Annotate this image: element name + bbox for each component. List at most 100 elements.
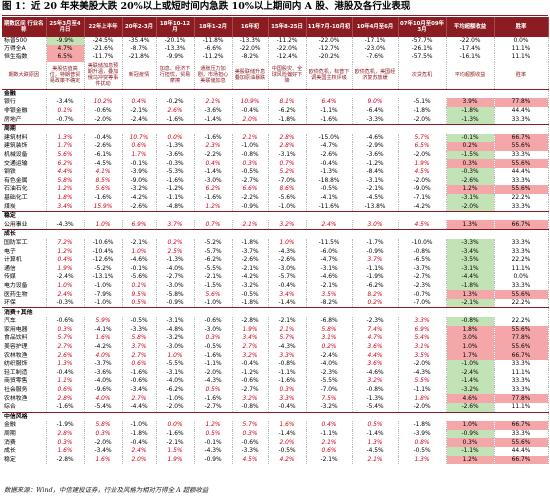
value-cell: 0.5% — [194, 429, 233, 439]
table-row: 食品饮料 5.7% 1.6% 5.8% -3.2% 0.3% 3.4% 5.7% 3.1% 4.7… — [2, 334, 549, 343]
value-cell: -0.3% — [446, 167, 495, 177]
value-cell: -2.1% — [194, 273, 233, 282]
value-cell: 22.2% — [494, 255, 549, 265]
value-cell: 1.2% — [446, 455, 495, 465]
value-cell: 2.8% — [268, 133, 307, 143]
value-cell: 3.6% — [352, 359, 399, 369]
value-cell: 22.2% — [494, 193, 549, 203]
value-cell: -2.1% — [122, 238, 157, 248]
value-cell: 55.6% — [494, 142, 549, 151]
table-row: 成长 1.6% -3.4% 2.4% 1.5% -4.3% -3.3% -0.5% 0.6% -4… — [2, 446, 549, 456]
table-row: 美容护理 2.7% -4.2% 3.7% -3.0% -0.5% 2.7% -4.3% 0.2%… — [2, 342, 549, 352]
value-cell: -3.1% — [352, 176, 399, 186]
value-cell: 7.5% — [306, 394, 353, 403]
value-cell: -4.5% — [352, 193, 399, 203]
value-cell: -1.8% — [232, 298, 269, 308]
value-cell: 33.3% — [494, 385, 549, 395]
value-cell: -3.7% — [232, 247, 269, 256]
header-cell: 10年4月至6月 — [352, 17, 399, 37]
value-cell: 1.0% — [446, 342, 495, 352]
index-value: -12.7% — [306, 45, 353, 54]
value-cell: -4.4% — [122, 402, 157, 413]
value-cell: -3.4% — [46, 98, 85, 107]
value-cell: 2.0% — [268, 438, 307, 447]
value-cell: -2.1% — [268, 317, 307, 326]
table-row: 非银金融 0.1% -0.6% -2.1% 2.6% -3.6% -0.4% -6.2% -1.… — [2, 106, 549, 116]
header-cell: 20年2-3月 — [122, 17, 157, 37]
value-cell: -3.2% — [122, 185, 157, 194]
value-cell: -2.0% — [398, 115, 447, 125]
reason-cell: 通胀压力加剧，市场担心美联储加息 — [194, 61, 233, 90]
value-cell: -0.7% — [398, 290, 447, 299]
value-cell: 1.3% — [352, 438, 399, 447]
value-cell: -3.1% — [306, 264, 353, 274]
value-cell: 5.7% — [232, 421, 269, 430]
value-cell: 66.7% — [494, 351, 549, 360]
value-cell: -1.3% — [352, 394, 399, 403]
value-cell: 0.2% — [446, 142, 495, 151]
value-cell: 2.4% — [122, 446, 157, 456]
value-cell: -3.9% — [122, 167, 157, 177]
value-cell: -2.1% — [156, 438, 195, 447]
value-cell: -0.5% — [232, 167, 269, 177]
value-cell: 5.7% — [268, 334, 307, 343]
value-cell: 3.0% — [352, 220, 399, 230]
value-cell: -1.3% — [156, 255, 195, 265]
index-value: -13.3% — [232, 37, 269, 46]
section-header: 稳定 — [2, 210, 549, 221]
industry-name: 传媒 — [2, 273, 47, 282]
section-header: 中信风格 — [2, 411, 549, 422]
value-cell: -3.2% — [156, 334, 195, 343]
value-cell: -7.1% — [398, 193, 447, 203]
value-cell: 4.1% — [84, 167, 123, 177]
value-cell: 2.7% — [46, 342, 85, 352]
value-cell: 7.4% — [352, 325, 399, 335]
value-cell: 3.0% — [446, 334, 495, 343]
value-cell: 9.0% — [352, 98, 399, 107]
value-cell: 0.3% — [194, 334, 233, 343]
value-cell: 44.4% — [494, 167, 549, 177]
value-cell: -0.9% — [232, 202, 269, 212]
value-cell: 6.2% — [46, 159, 85, 168]
value-cell: -4.3% — [398, 368, 447, 378]
value-cell: -7.0% — [306, 385, 353, 395]
value-cell: -0.1% — [122, 159, 157, 168]
value-cell: 1.8% — [46, 193, 85, 203]
index-value: -6.6% — [194, 45, 233, 54]
section-header: 周期 — [2, 123, 549, 134]
value-cell: -4.3% — [268, 247, 307, 256]
table-row: 电力设备 1.0% -1.0% 0.1% -3.0% -1.5% -3.2% -0.4% -2.… — [2, 281, 549, 291]
value-cell: 55.6% — [494, 159, 549, 168]
value-cell: -1.1% — [306, 429, 353, 439]
value-cell: -1.1% — [446, 446, 495, 456]
value-cell: -1.6% — [194, 193, 233, 203]
value-cell: 5.8% — [122, 334, 157, 343]
index-value: 11.1% — [494, 53, 549, 62]
value-cell: 10.2% — [84, 98, 123, 107]
value-cell: 1.0% — [122, 247, 157, 256]
value-cell: -2.0% — [84, 438, 123, 447]
section-name: 成长 — [2, 229, 549, 239]
value-cell: 3.2% — [232, 351, 269, 360]
table-row: 有色金属 5.8% 8.5% -9.0% -1.6% -3.0% -2.7% -7.0% -18… — [2, 176, 549, 186]
value-cell: 4.0% — [84, 351, 123, 360]
value-cell: -4.5% — [352, 446, 399, 456]
value-cell: -1.3% — [446, 115, 495, 125]
index-value: 6.5% — [46, 53, 85, 62]
value-cell: -3.6% — [84, 368, 123, 378]
value-cell: 3.1% — [306, 334, 353, 343]
value-cell: -1.6% — [46, 402, 85, 413]
value-cell: -2.0% — [84, 115, 123, 125]
value-cell: -3.6% — [352, 150, 399, 160]
value-cell: -4.0% — [84, 377, 123, 386]
industry-name: 农林牧渔 — [2, 351, 47, 360]
value-cell: 4.4% — [46, 167, 85, 177]
value-cell: -0.5% — [194, 342, 233, 352]
industry-name: 建筑装饰 — [2, 142, 47, 151]
value-cell: -1.0% — [446, 359, 495, 369]
value-cell: -0.5% — [306, 185, 353, 194]
value-cell: 2.7% — [122, 351, 157, 360]
value-cell: 5.6% — [194, 290, 233, 299]
value-cell: -1.8% — [268, 115, 307, 125]
section-name: 稳定 — [2, 210, 549, 221]
